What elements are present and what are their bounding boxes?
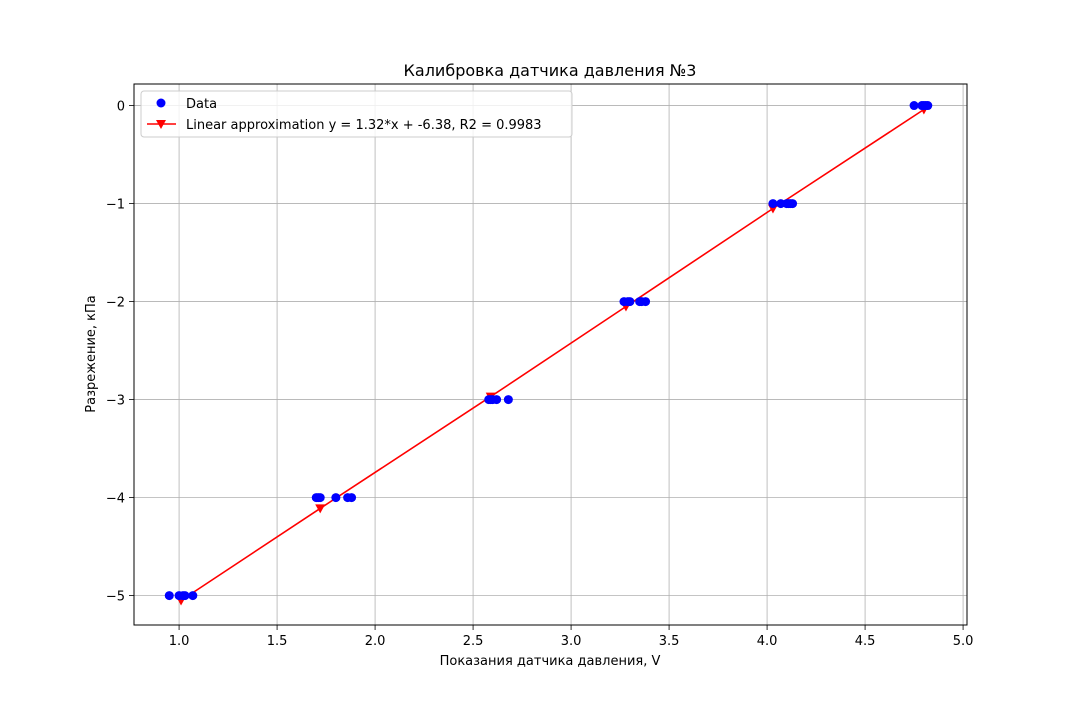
x-tick-label: 5.0: [953, 634, 974, 649]
x-tick-label: 4.0: [757, 634, 778, 649]
data-point: [492, 395, 502, 405]
y-tick-label: −2: [106, 296, 125, 311]
x-tick-label: 2.5: [463, 634, 484, 649]
x-tick-label: 2.0: [365, 634, 386, 649]
x-axis-ticks: 1.0 1.5 2.0 2.5 3.0 3.5 4.0 4.5 5.0: [169, 625, 974, 649]
x-tick-label: 1.5: [267, 634, 288, 649]
data-point: [347, 493, 357, 503]
legend-fit-marker: [156, 120, 166, 129]
data-point: [315, 493, 325, 503]
data-point: [909, 101, 919, 111]
legend-box: [140, 90, 573, 138]
legend-data-marker: [156, 98, 166, 108]
legend: Data Linear approximation y = 1.32*x + -…: [140, 90, 573, 138]
legend-fit-label: Linear approximation y = 1.32*x + -6.38,…: [186, 118, 542, 133]
y-tick-label: −3: [106, 394, 125, 409]
data-point: [164, 591, 174, 601]
chart-title: Калибровка датчика давления №3: [404, 61, 697, 80]
data-point: [331, 493, 341, 503]
data-point: [503, 395, 513, 405]
y-tick-label: −1: [106, 198, 125, 213]
y-axis-ticks: 0 −1 −2 −3 −4 −5: [106, 100, 134, 605]
y-axis-title: Разрежение, кПа: [84, 295, 99, 412]
data-series: [164, 101, 933, 601]
x-tick-label: 1.0: [169, 634, 190, 649]
x-tick-label: 3.0: [561, 634, 582, 649]
data-point: [768, 199, 778, 209]
plot-area-frame: [133, 83, 968, 626]
data-point: [625, 297, 635, 307]
fit-line: [180, 108, 925, 602]
data-point: [641, 297, 651, 307]
data-point: [923, 101, 933, 111]
legend-data-label: Data: [186, 97, 217, 112]
x-tick-label: 4.5: [855, 634, 876, 649]
data-point: [188, 591, 198, 601]
y-tick-label: 0: [117, 100, 125, 115]
fit-marker: [315, 504, 326, 514]
x-tick-label: 3.5: [659, 634, 680, 649]
data-point: [788, 199, 798, 209]
y-tick-label: −5: [106, 590, 125, 605]
data-point: [180, 591, 190, 601]
x-axis-title: Показания датчика давления, V: [440, 654, 661, 669]
y-tick-label: −4: [106, 492, 125, 507]
